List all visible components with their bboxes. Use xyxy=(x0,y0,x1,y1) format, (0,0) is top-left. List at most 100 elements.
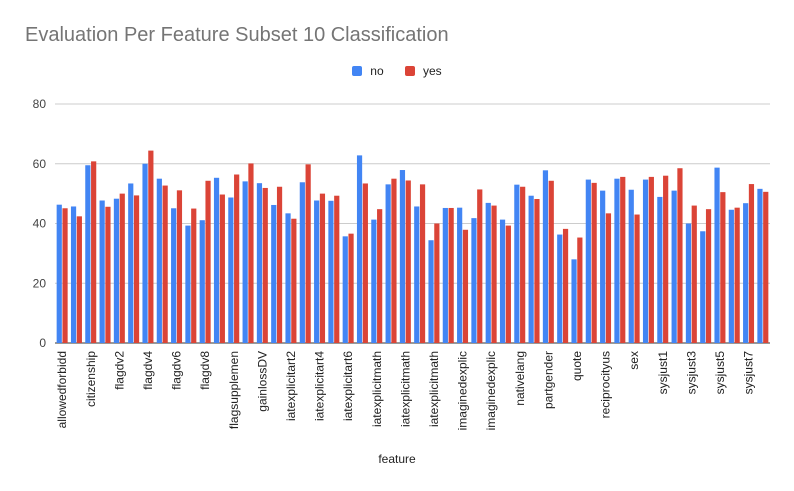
bar-yes xyxy=(648,176,654,343)
x-tick-label: flagdv8 xyxy=(198,351,212,390)
x-axis-title: feature xyxy=(378,452,416,466)
bar-yes xyxy=(491,205,497,343)
bar-no xyxy=(728,209,734,343)
bar-yes xyxy=(591,182,597,343)
bar-yes xyxy=(119,193,125,343)
y-tick-label: 0 xyxy=(39,336,46,350)
bar-no xyxy=(657,196,663,343)
x-tick-label: imaginedexplic xyxy=(484,351,498,430)
x-tick-label: iatexplicitmath xyxy=(398,351,412,427)
x-tick-label: citizenship xyxy=(84,351,98,407)
x-tick-label: flagdv6 xyxy=(170,351,184,390)
bar-no xyxy=(85,165,91,343)
bar-no xyxy=(314,200,320,343)
bar-no xyxy=(113,198,120,343)
bar-yes xyxy=(534,199,540,343)
bar-no xyxy=(485,202,491,343)
bar-yes xyxy=(663,175,669,343)
legend-swatch-no xyxy=(352,66,363,76)
bar-no xyxy=(256,183,263,343)
x-tick-label: iatexplicitart6 xyxy=(341,351,355,421)
chart-title: Evaluation Per Feature Subset 10 Classif… xyxy=(25,24,449,46)
bar-no xyxy=(285,213,291,343)
bar-no xyxy=(213,177,220,343)
bar-no xyxy=(714,167,720,343)
bar-yes xyxy=(548,180,554,343)
bar-yes xyxy=(148,150,154,343)
x-tick-label: sysjust1 xyxy=(656,351,670,395)
y-tick-label: 20 xyxy=(33,276,47,290)
bar-no xyxy=(56,204,62,343)
bar-yes xyxy=(319,193,326,343)
bar-no xyxy=(557,234,563,343)
y-tick-label: 40 xyxy=(33,217,47,231)
bar-yes xyxy=(377,209,383,343)
bar-no xyxy=(642,179,649,343)
bar-no xyxy=(399,170,406,343)
bar-yes xyxy=(162,185,168,343)
bar-yes xyxy=(262,187,268,343)
bar-no xyxy=(199,220,205,343)
bar-yes xyxy=(734,207,740,343)
bar-no xyxy=(185,225,191,343)
bar-yes xyxy=(448,207,454,343)
bar-no xyxy=(499,219,506,343)
bar-no xyxy=(614,178,620,343)
bar-no xyxy=(457,207,463,343)
x-tick-label: sex xyxy=(627,351,641,370)
x-tick-label: iatexplicitmath xyxy=(370,351,384,427)
bar-yes xyxy=(205,180,211,343)
bar-no xyxy=(171,208,177,343)
bar-yes xyxy=(748,184,755,343)
bar-no xyxy=(228,197,234,343)
bar-yes xyxy=(462,229,469,343)
bar-no xyxy=(671,190,677,343)
x-tick-label: quote xyxy=(570,351,584,381)
bar-yes xyxy=(291,218,297,343)
bar-yes xyxy=(419,184,426,343)
bar-no xyxy=(385,184,391,343)
bar-yes xyxy=(520,186,526,343)
bar-no xyxy=(571,259,577,343)
bar-yes xyxy=(105,206,111,343)
legend-item-yes[interactable]: yes xyxy=(405,64,442,78)
bar-yes xyxy=(634,214,640,343)
bar-no xyxy=(142,163,148,343)
bar-yes xyxy=(405,180,411,343)
bar-no xyxy=(471,218,477,343)
x-tick-label: allowedforbidd xyxy=(55,351,69,428)
bar-no xyxy=(743,203,749,343)
bar-no xyxy=(299,182,305,343)
bar-yes xyxy=(763,191,769,343)
bar-no xyxy=(514,184,520,343)
x-tick-label: partgender xyxy=(541,351,555,409)
x-tick-label: flagsupplemen xyxy=(227,351,241,429)
x-tick-label: sysjust7 xyxy=(742,351,756,395)
x-tick-label: iatexplicitmath xyxy=(427,351,441,427)
bar-no xyxy=(442,207,448,343)
bar-yes xyxy=(191,208,197,343)
bar-no xyxy=(328,200,334,343)
bar-yes xyxy=(362,183,368,343)
bar-yes xyxy=(176,190,183,343)
x-tick-label: iatexplicitart2 xyxy=(284,351,298,421)
bar-yes xyxy=(720,192,726,343)
bar-no xyxy=(70,206,77,343)
bar-yes xyxy=(62,208,68,343)
bar-yes xyxy=(691,205,697,343)
x-tick-label: nativelang xyxy=(513,351,527,406)
bar-yes xyxy=(505,225,511,343)
bar-no xyxy=(242,181,248,343)
bar-no xyxy=(99,200,105,343)
bar-no xyxy=(542,170,549,343)
bar-no xyxy=(356,155,363,343)
bar-yes xyxy=(562,228,569,343)
bar-no xyxy=(757,188,763,343)
bar-no xyxy=(585,179,591,343)
x-tick-label: flagdv2 xyxy=(112,351,126,390)
bar-yes xyxy=(477,189,483,343)
x-tick-label: flagdv4 xyxy=(141,351,155,390)
legend-item-no[interactable]: no xyxy=(352,64,384,78)
bar-yes xyxy=(234,174,240,343)
